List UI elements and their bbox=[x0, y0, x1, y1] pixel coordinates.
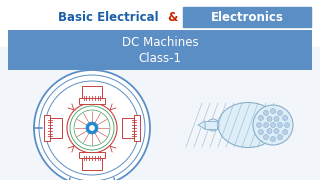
Circle shape bbox=[258, 116, 263, 120]
Circle shape bbox=[283, 129, 288, 134]
Circle shape bbox=[267, 116, 272, 122]
Circle shape bbox=[277, 123, 283, 127]
Circle shape bbox=[258, 129, 263, 134]
Text: &: & bbox=[167, 10, 177, 24]
Text: Basic Electrical: Basic Electrical bbox=[58, 10, 158, 24]
Circle shape bbox=[263, 135, 268, 140]
Bar bbox=[134, 115, 140, 141]
Bar bbox=[205, 121, 217, 129]
Bar bbox=[183, 7, 311, 27]
Circle shape bbox=[283, 116, 288, 120]
Circle shape bbox=[263, 110, 268, 115]
Circle shape bbox=[270, 123, 276, 127]
Text: DC Machines: DC Machines bbox=[122, 35, 198, 48]
Bar bbox=[82, 86, 102, 98]
Bar bbox=[50, 118, 62, 138]
Ellipse shape bbox=[218, 102, 278, 147]
Text: Electronics: Electronics bbox=[211, 10, 284, 24]
Circle shape bbox=[284, 123, 290, 127]
Text: Class-1: Class-1 bbox=[139, 51, 181, 64]
Circle shape bbox=[86, 122, 98, 134]
Circle shape bbox=[270, 109, 276, 114]
Circle shape bbox=[277, 135, 283, 140]
Bar bbox=[0, 0, 320, 47]
Circle shape bbox=[34, 70, 150, 180]
Bar bbox=[122, 118, 134, 138]
Circle shape bbox=[253, 105, 293, 145]
Bar bbox=[79, 152, 105, 158]
Circle shape bbox=[257, 123, 261, 127]
Bar bbox=[8, 30, 312, 70]
Circle shape bbox=[270, 136, 276, 141]
Ellipse shape bbox=[207, 119, 219, 131]
Bar bbox=[79, 98, 105, 104]
Circle shape bbox=[274, 116, 279, 122]
Circle shape bbox=[263, 123, 268, 127]
Bar bbox=[44, 115, 50, 141]
Bar bbox=[0, 47, 320, 180]
Circle shape bbox=[90, 125, 94, 130]
Circle shape bbox=[67, 103, 117, 153]
Circle shape bbox=[277, 110, 283, 115]
Circle shape bbox=[267, 129, 272, 134]
Circle shape bbox=[274, 129, 279, 134]
Polygon shape bbox=[198, 121, 205, 129]
Bar bbox=[82, 158, 102, 170]
